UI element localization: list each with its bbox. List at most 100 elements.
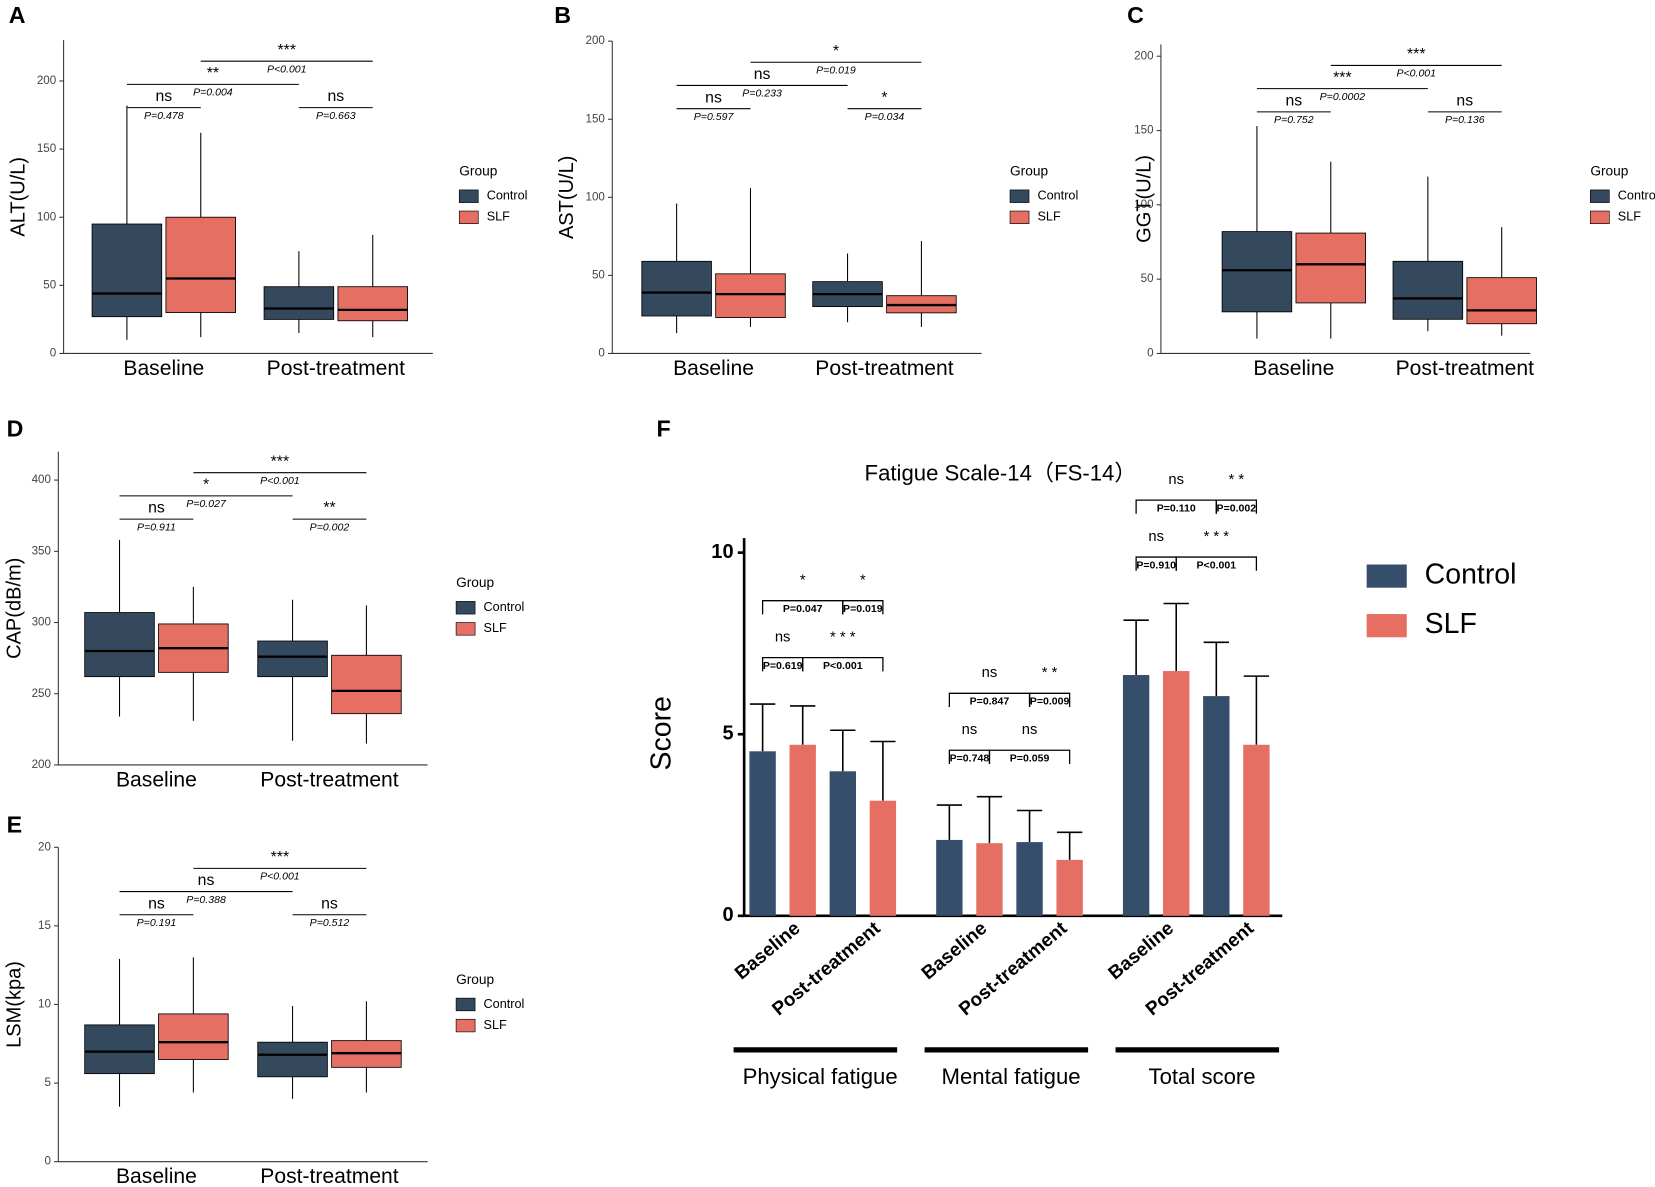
y-tick-label: 250 (32, 687, 51, 700)
y-tick-label: 15 (38, 919, 51, 932)
y-axis-label: AST(U/L) (556, 156, 578, 239)
sig-label: ns (148, 500, 165, 517)
legend-swatch (1590, 189, 1610, 203)
y-tick-label: 0 (598, 347, 604, 360)
y-tick-label: 150 (1134, 124, 1153, 137)
bar (936, 839, 963, 916)
box (1295, 232, 1367, 304)
bracket (988, 749, 1071, 764)
chart-title: Fatigue Scale-14（FS-14） (865, 461, 1137, 486)
sig-label: ns (1286, 92, 1303, 109)
sig-label: ns (1456, 92, 1473, 109)
y-tick-label: 150 (586, 112, 605, 125)
box (165, 216, 237, 314)
p-value: P=0.388 (186, 894, 226, 906)
bar (1203, 696, 1230, 916)
sig-label: ns (705, 89, 722, 106)
box (263, 286, 335, 320)
p-value: P=0.019 (843, 603, 883, 615)
sig-label: ns (155, 88, 172, 105)
legend-title: Group (456, 972, 494, 987)
y-tick-label: 0 (44, 1155, 50, 1168)
sig-label: ns (982, 665, 998, 681)
x-tick-label: Post-treatment (815, 357, 953, 380)
p-value: P=0.0002 (1320, 91, 1366, 103)
box (337, 286, 408, 322)
p-value: P=0.047 (783, 603, 823, 615)
legend-label: Control (487, 189, 528, 203)
bar (1243, 744, 1270, 916)
y-tick-label: 400 (32, 473, 51, 486)
x-tick-label: Baseline (116, 1165, 197, 1187)
sig-label: * (860, 573, 866, 589)
box (257, 640, 328, 678)
legend-swatch (455, 997, 476, 1012)
panel-letter: B (554, 2, 571, 28)
panel-letter: A (9, 2, 26, 28)
bar (869, 800, 897, 916)
x-tick-label: Post-treatment (1396, 357, 1534, 380)
y-axis-label: ALT(U/L) (8, 157, 30, 237)
sig-label: ns (327, 88, 344, 105)
p-value: P=0.478 (144, 110, 184, 122)
bracket (842, 600, 884, 615)
legend-label: Control (484, 997, 525, 1011)
sig-label: * * (1229, 472, 1245, 488)
sig-label: * (833, 43, 839, 60)
bar (1056, 859, 1083, 916)
p-value: P<0.001 (823, 660, 863, 672)
p-value: P<0.001 (1197, 559, 1237, 571)
bar (976, 843, 1003, 916)
sig-label: ns (754, 66, 771, 83)
bar (829, 771, 856, 916)
panel-letter: C (1127, 2, 1144, 28)
y-tick-label: 10 (38, 998, 51, 1011)
legend-label: SLF (484, 621, 507, 635)
sig-label: * (203, 477, 209, 494)
legend-swatch (455, 1018, 476, 1033)
panel-letter: D (7, 416, 24, 442)
p-value: P=0.597 (694, 111, 735, 123)
y-tick-label: 350 (32, 544, 51, 557)
y-tick-label: 0 (50, 347, 56, 360)
legend-label: Control (1618, 189, 1655, 203)
bracket (1028, 692, 1071, 708)
p-value: P<0.001 (260, 475, 300, 487)
legend-label: Control (1037, 189, 1078, 203)
sig-label: ns (198, 872, 215, 889)
p-value: P=0.027 (186, 498, 227, 510)
p-value: P=0.910 (1136, 559, 1176, 571)
bar (749, 751, 776, 916)
sig-label: ns (962, 722, 978, 738)
bracket (1215, 499, 1258, 514)
sig-label: *** (278, 42, 296, 59)
y-tick-label: 5 (722, 723, 733, 745)
box (331, 654, 402, 715)
group-label: Physical fatigue (743, 1064, 898, 1089)
p-value: P<0.001 (1396, 68, 1436, 80)
sig-label: ns (321, 895, 338, 912)
legend-swatch (458, 210, 479, 225)
p-value: P=0.034 (865, 111, 905, 123)
y-tick-label: 200 (37, 74, 56, 87)
legend-label: SLF (484, 1018, 507, 1032)
panel-letter: E (7, 811, 22, 837)
legend-swatch (1009, 210, 1030, 225)
y-axis-label: Score (645, 696, 677, 770)
p-value: P=0.619 (763, 660, 803, 672)
y-tick-label: 0 (722, 904, 733, 926)
legend-label: Control (484, 600, 525, 614)
x-tick-label: Baseline (123, 357, 204, 380)
y-axis-label: LSM(kpa) (3, 961, 25, 1048)
y-tick-label: 150 (37, 142, 56, 155)
p-value: P<0.001 (260, 871, 300, 883)
box (715, 273, 786, 318)
y-tick-label: 50 (1141, 272, 1154, 285)
sig-label: ** (323, 500, 335, 517)
box (641, 260, 712, 317)
legend-swatch (1590, 210, 1610, 225)
legend-label: SLF (1037, 210, 1060, 224)
box (1466, 277, 1537, 325)
p-value: P=0.233 (742, 88, 782, 100)
